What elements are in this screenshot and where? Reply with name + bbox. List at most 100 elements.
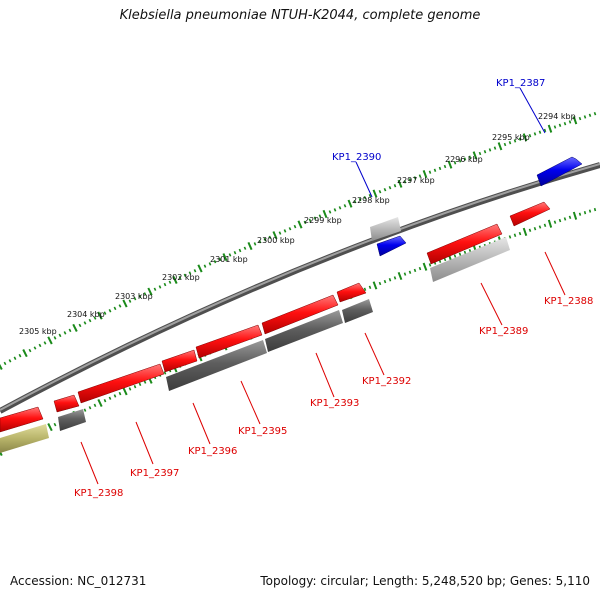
outer-tick (103, 311, 107, 315)
outer-tick (193, 269, 197, 273)
outer-tick (428, 170, 432, 174)
outer-tick (563, 121, 567, 126)
inner-tick (363, 287, 367, 291)
outer-tick (153, 287, 157, 291)
outer-tick (68, 328, 72, 333)
inner-tick (558, 218, 562, 223)
outer-tick (88, 318, 92, 323)
outer-tick (497, 142, 503, 151)
outer-tick (543, 128, 547, 133)
gene-kp1-2387[interactable] (536, 156, 583, 187)
outer-tick (108, 309, 112, 313)
outer-tick (128, 299, 132, 303)
outer-tick (258, 239, 262, 244)
outer-tick (3, 361, 7, 366)
genome-summary: Topology: circular; Length: 5,248,520 bp… (260, 574, 590, 588)
leader-lines (80, 87, 566, 485)
outer-tick (413, 176, 417, 180)
outer-tick (197, 264, 203, 273)
inner-tick (53, 422, 57, 427)
outer-tick (397, 179, 403, 188)
outer-tick (353, 199, 357, 204)
map-title: Klebsiella pneumoniae NTUH-K2044, comple… (119, 8, 481, 23)
outer-tick (203, 264, 207, 268)
outer-tick (343, 204, 347, 208)
gene-kp1-2397[interactable] (77, 363, 165, 404)
outer-tick (488, 148, 492, 152)
outer-tick (143, 292, 147, 296)
outer-tick (272, 231, 278, 240)
outer-tick (313, 216, 317, 220)
scale-label-2296: 2296 kbp (445, 155, 483, 164)
inner-tick (578, 212, 582, 216)
inner-tick (388, 278, 392, 282)
outer-tick (333, 208, 337, 212)
inner-tick (572, 211, 578, 220)
inner-tick (88, 406, 92, 410)
outer-tick (283, 229, 287, 233)
outer-tick (172, 275, 178, 285)
outer-tick (33, 346, 37, 350)
inner-tick (403, 272, 407, 276)
gene-kp1-2390[interactable] (376, 235, 407, 257)
inner-tick (413, 268, 417, 273)
gene-kp1-2389[interactable] (426, 223, 503, 265)
gene-kp1-2395[interactable] (195, 324, 263, 359)
backbone (0, 162, 600, 414)
inner-tick (97, 398, 103, 408)
gene-label-kp1-2389: KP1_2389 (479, 326, 528, 337)
outer-tick (118, 304, 122, 308)
gene-left-edge[interactable] (0, 406, 44, 433)
outer-tick (422, 170, 428, 179)
scale-label-2298: 2298 kbp (352, 196, 390, 205)
inner-tick (143, 380, 147, 384)
outer-tick (318, 214, 322, 218)
outer-tick (18, 353, 22, 358)
gene-kp1-2392[interactable] (336, 282, 367, 303)
outer-tick (493, 146, 497, 150)
inner-tick (393, 276, 397, 280)
outer-tick (188, 271, 192, 275)
outer-tick (278, 231, 282, 235)
outer-tick (28, 348, 32, 353)
inner-tick (103, 398, 107, 403)
scale-label-2299: 2299 kbp (304, 216, 342, 225)
outer-tick (508, 141, 512, 145)
inner-tick (528, 228, 532, 232)
inner-tick (563, 217, 567, 221)
accession-label: Accession: NC_012731 (10, 574, 147, 588)
outer-tick (218, 257, 222, 262)
scale-labels: 2294 kbp 2295 kbp 2296 kbp 2297 kbp 2298… (19, 112, 576, 336)
gene-label-kp1-2398: KP1_2398 (74, 488, 123, 499)
gene-kp1-2396[interactable] (161, 349, 198, 373)
outer-tick (303, 220, 307, 225)
outer-tick (347, 199, 353, 208)
inner-tick (397, 271, 403, 281)
inner-tick (547, 219, 553, 228)
gene-kp1-2398[interactable] (53, 394, 80, 413)
gene-kp1-2393[interactable] (261, 294, 339, 335)
outer-tick (308, 218, 312, 223)
scale-label-2297: 2297 kbp (397, 176, 435, 185)
forward-genes (0, 156, 583, 433)
outer-tick (83, 321, 87, 325)
outer-tick (222, 253, 228, 262)
outer-tick (0, 363, 3, 370)
gene-label-kp1-2390: KP1_2390 (332, 152, 381, 163)
inner-tick (128, 387, 132, 391)
outer-tick (588, 113, 592, 117)
inner-tick (0, 449, 3, 457)
outer-tick (63, 331, 67, 335)
outer-tick (147, 287, 153, 296)
outer-tick (358, 197, 362, 202)
outer-tick (122, 299, 128, 308)
outer-tick (288, 227, 292, 231)
outer-tick (503, 142, 507, 147)
inner-tick (518, 231, 522, 236)
gene-kp1-2388[interactable] (509, 201, 551, 227)
inner-tick (463, 250, 467, 255)
inner-tick (108, 396, 112, 400)
outer-tick (322, 209, 328, 219)
outer-tick (297, 220, 303, 229)
outer-tick (522, 133, 528, 142)
